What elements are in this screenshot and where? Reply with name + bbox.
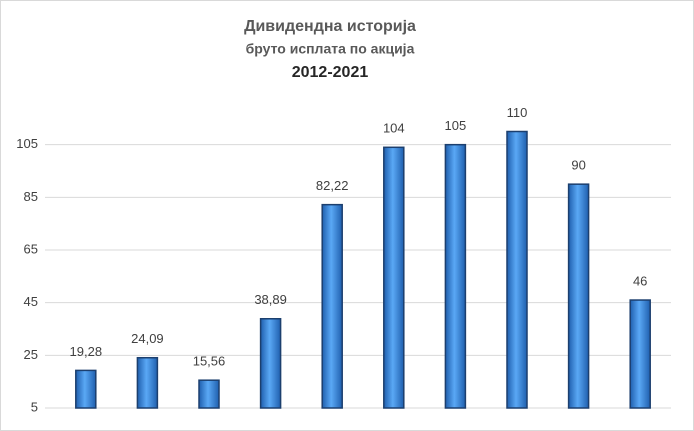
bar: [321, 203, 343, 409]
bar: [75, 369, 97, 409]
chart-title: Дивидендна историја: [244, 18, 416, 35]
y-tick-label: 25: [24, 347, 38, 362]
bar: [506, 130, 528, 409]
bar: [629, 299, 651, 409]
chart-subtitle: бруто исплата по акција: [246, 41, 415, 57]
value-label: 105: [445, 118, 467, 133]
value-label: 24,09: [131, 331, 164, 346]
chart-period: 2012-2021: [292, 64, 369, 81]
bar: [259, 318, 282, 409]
bar: [198, 379, 220, 409]
value-label: 110: [507, 105, 528, 120]
value-label: 46: [633, 273, 647, 288]
y-tick-label: 85: [24, 189, 38, 204]
y-tick-label: 5: [31, 399, 38, 414]
value-label: 82,22: [316, 178, 349, 193]
value-label: 15,56: [193, 354, 226, 369]
y-tick-label: 45: [24, 294, 38, 309]
bar: [383, 146, 405, 409]
bar: [444, 143, 467, 409]
y-tick-label: 105: [16, 136, 38, 151]
bar: [136, 356, 159, 409]
bar: [567, 183, 590, 409]
value-label: 90: [571, 158, 585, 173]
y-tick-label: 65: [24, 241, 38, 256]
value-label: 104: [383, 121, 405, 136]
value-label: 19,28: [70, 344, 103, 359]
value-label: 38,89: [254, 292, 287, 307]
